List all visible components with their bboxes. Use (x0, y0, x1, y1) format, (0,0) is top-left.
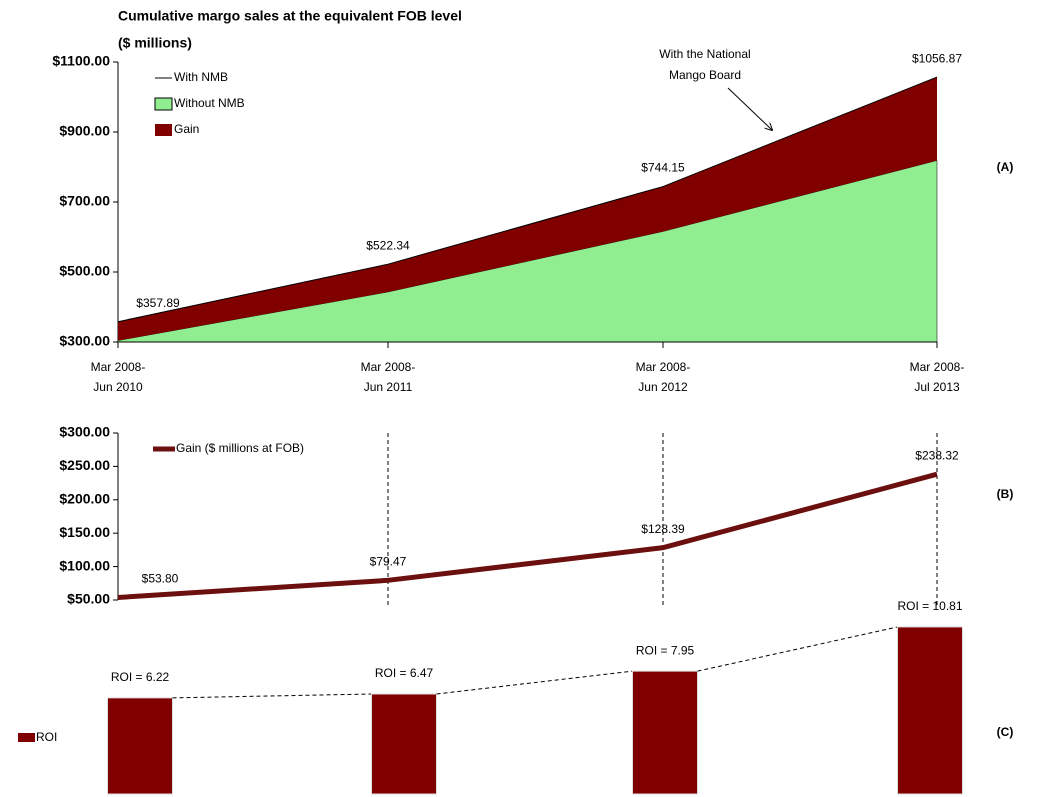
legend-swatch (18, 733, 35, 742)
y-tick-label: $700.00 (59, 193, 110, 209)
annotation: (C) (997, 725, 1014, 739)
data-label: ROI = 10.81 (897, 599, 962, 613)
x-tick-label: Mar 2008- (361, 360, 416, 374)
annotation-arrow (727, 87, 772, 130)
bar (371, 693, 437, 795)
y-tick-label: $1100.00 (52, 53, 110, 69)
chart-title: Cumulative margo sales at the equivalent… (118, 8, 462, 24)
y-tick-label: $100.00 (59, 557, 110, 573)
y-tick-label: $50.00 (67, 591, 110, 607)
annotation: Mango Board (669, 68, 741, 82)
y-tick-label: $250.00 (59, 457, 110, 473)
data-label: ROI = 7.95 (636, 643, 695, 657)
chart-subtitle: ($ millions) (118, 35, 192, 51)
data-label: ROI = 6.47 (375, 666, 434, 680)
y-tick-label: $900.00 (59, 123, 110, 139)
y-tick-label: $500.00 (59, 263, 110, 279)
legend-label: Gain (174, 122, 199, 136)
data-label: $744.15 (641, 161, 685, 175)
legend-label: Without NMB (174, 96, 245, 110)
x-tick-label: Jun 2011 (364, 380, 413, 394)
annotation: (B) (997, 487, 1014, 501)
data-label: $128.39 (641, 522, 685, 536)
x-tick-label: Jun 2012 (638, 380, 688, 394)
y-tick-label: $300.00 (59, 333, 110, 349)
data-label: $357.89 (136, 296, 180, 310)
x-tick-label: Mar 2008- (910, 360, 965, 374)
data-label: $238.32 (915, 448, 959, 462)
annotation: (A) (997, 160, 1014, 174)
y-tick-label: $150.00 (59, 524, 110, 540)
legend-label: ROI (36, 730, 57, 744)
annotation: With the National (659, 47, 750, 61)
legend-swatch (155, 124, 172, 136)
y-tick-label: $200.00 (59, 491, 110, 507)
bar (632, 670, 698, 795)
y-tick-label: $300.00 (59, 424, 110, 440)
legend-swatch (154, 97, 173, 111)
data-label: $522.34 (366, 238, 410, 252)
data-label: ROI = 6.22 (111, 670, 170, 684)
data-label: $1056.87 (912, 51, 962, 65)
data-label: $53.80 (142, 572, 179, 586)
dashed-trend (697, 626, 898, 672)
legend-label: Gain ($ millions at FOB) (176, 441, 304, 455)
area (118, 77, 937, 341)
bar (897, 626, 963, 795)
dashed-trend (436, 670, 633, 695)
x-tick-label: Jun 2010 (93, 380, 143, 394)
dashed-trend (172, 693, 372, 699)
x-tick-label: Jul 2013 (914, 380, 960, 394)
legend-label: With NMB (174, 70, 228, 84)
data-label: $79.47 (370, 554, 407, 568)
x-tick-label: Mar 2008- (91, 360, 146, 374)
bar (107, 697, 173, 795)
line (117, 76, 938, 323)
x-tick-label: Mar 2008- (636, 360, 691, 374)
line (117, 471, 938, 600)
